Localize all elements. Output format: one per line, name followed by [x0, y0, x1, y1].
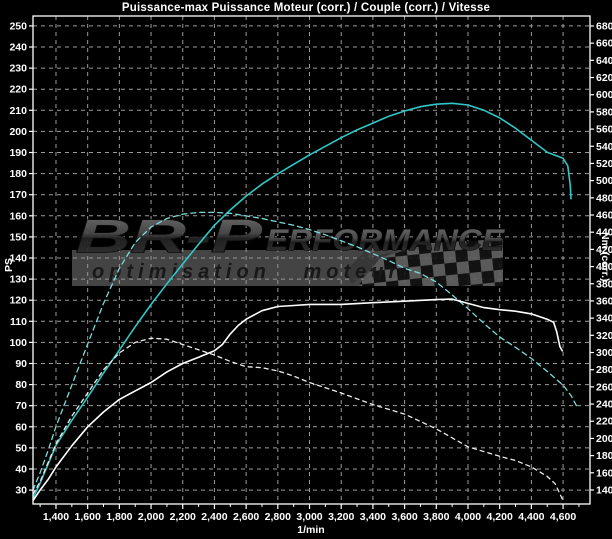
x-tick-label: 2,400 [201, 511, 227, 523]
y-right-tick-label: 400 [596, 261, 612, 273]
y-left-tick-label: 240 [9, 42, 27, 54]
y-left-tick-label: 230 [9, 63, 27, 75]
x-tick-label: 3,400 [360, 511, 386, 523]
y-right-tick-label: 320 [596, 330, 612, 342]
x-tick-label: 1,800 [106, 511, 132, 523]
y-right-tick-label: 140 [596, 484, 612, 496]
x-axis-unit-label: 1/min [297, 524, 324, 536]
y-left-tick-label: 110 [10, 316, 27, 328]
y-right-tick-label: 200 [596, 433, 612, 445]
x-tick-label: 2,600 [233, 511, 259, 523]
y-right-tick-label: 260 [596, 381, 612, 393]
y-left-tick-label: 150 [9, 231, 27, 243]
x-tick-label: 4,400 [518, 511, 544, 523]
x-tick-label: 1,600 [75, 511, 101, 523]
y-right-tick-label: 300 [596, 347, 612, 359]
curves-layer [33, 102, 578, 502]
y-left-tick-label: 180 [9, 168, 27, 180]
x-tick-label: 2,200 [170, 511, 196, 523]
y-right-tick-label: 620 [596, 72, 612, 84]
series-puissance-dashed [33, 337, 564, 502]
y-right-tick-label: 600 [596, 89, 612, 101]
y-right-tick-label: 560 [596, 124, 612, 136]
y-right-tick-label: 640 [596, 55, 612, 67]
x-tick-label: 4,200 [487, 511, 513, 523]
plot-frame [32, 15, 591, 505]
watermark: BR-P ERFORMANCE optimisation moteur [72, 209, 506, 286]
y-right-tick-label: 680 [596, 20, 612, 32]
y-left-tick-label: 120 [9, 295, 27, 307]
axis-layer: 30 40 50 60 70 80 90 100 110 120 130 140 150 160 170 18… [9, 15, 612, 523]
x-tick-label: 3,800 [423, 511, 449, 523]
y-left-tick-label: 30 [15, 485, 27, 497]
y-right-tick-label: 480 [596, 192, 612, 204]
y-left-tick-label: 100 [9, 337, 27, 349]
y-right-tick-label: 380 [596, 278, 612, 290]
y-left-tick-label: 170 [9, 189, 27, 201]
y-right-tick-label: 460 [596, 210, 612, 222]
y-right-tick-label: 420 [596, 244, 612, 256]
x-tick-label: 2,800 [265, 511, 291, 523]
y-right-tick-label: 360 [596, 295, 612, 307]
y-left-tick-label: 70 [15, 400, 27, 412]
y-left-tick-label: 50 [15, 442, 27, 454]
x-tick-label: 2,000 [138, 511, 164, 523]
watermark-brand-big: BR-P [76, 210, 263, 262]
watermark-brand-rest: ERFORMANCE [266, 224, 505, 257]
y-left-tick-label: 90 [15, 358, 27, 370]
watermark-flag-swoosh [345, 238, 392, 284]
y-right-tick-label: 660 [596, 38, 612, 50]
y-left-tick-label: 190 [9, 147, 27, 159]
y-right-tick-label: 160 [596, 467, 612, 479]
y-right-tick-label: 540 [596, 141, 612, 153]
y-left-tick-label: 60 [15, 421, 27, 433]
y-right-tick-label: 280 [596, 364, 612, 376]
y-left-tick-label: 130 [9, 274, 27, 286]
series-puissance-corr-solid [33, 298, 564, 502]
y-left-tick-label: 160 [9, 210, 27, 222]
x-tick-label: 3,600 [391, 511, 417, 523]
y-left-tick-label: 210 [9, 105, 27, 117]
y-left-tick-label: 40 [15, 463, 27, 475]
y-left-tick-label: 250 [9, 20, 27, 32]
watermark-checkered-flag [358, 239, 503, 286]
y-right-tick-label: 240 [596, 399, 612, 411]
y-left-tick-label: 200 [9, 126, 27, 138]
y-right-tick-label: 520 [596, 158, 612, 170]
right-axis-unit-label: Nm (corr.) [599, 232, 611, 282]
x-tick-label: 3,200 [328, 511, 354, 523]
x-tick-label: 4,600 [550, 511, 576, 523]
y-left-tick-label: 220 [9, 84, 27, 96]
y-left-tick-label: 80 [15, 379, 27, 391]
y-right-tick-label: 220 [596, 416, 612, 428]
y-right-tick-label: 500 [596, 175, 612, 187]
y-right-tick-label: 180 [596, 450, 612, 462]
series-couple-dashed [33, 211, 578, 491]
y-right-tick-label: 440 [596, 227, 612, 239]
x-tick-label: 1,400 [43, 511, 69, 523]
x-tick-label: 3,000 [296, 511, 322, 523]
left-axis-unit-label: PS [3, 258, 15, 272]
y-left-tick-label: 140 [9, 252, 27, 264]
y-right-tick-label: 340 [596, 313, 612, 325]
chart-title: Puissance-max Puissance Moteur (corr.) /… [121, 2, 491, 14]
series-couple-corr-solid [33, 102, 572, 500]
y-right-tick-label: 580 [596, 106, 612, 118]
x-tick-label: 4,000 [455, 511, 481, 523]
watermark-tagline: optimisation moteur [92, 261, 401, 283]
